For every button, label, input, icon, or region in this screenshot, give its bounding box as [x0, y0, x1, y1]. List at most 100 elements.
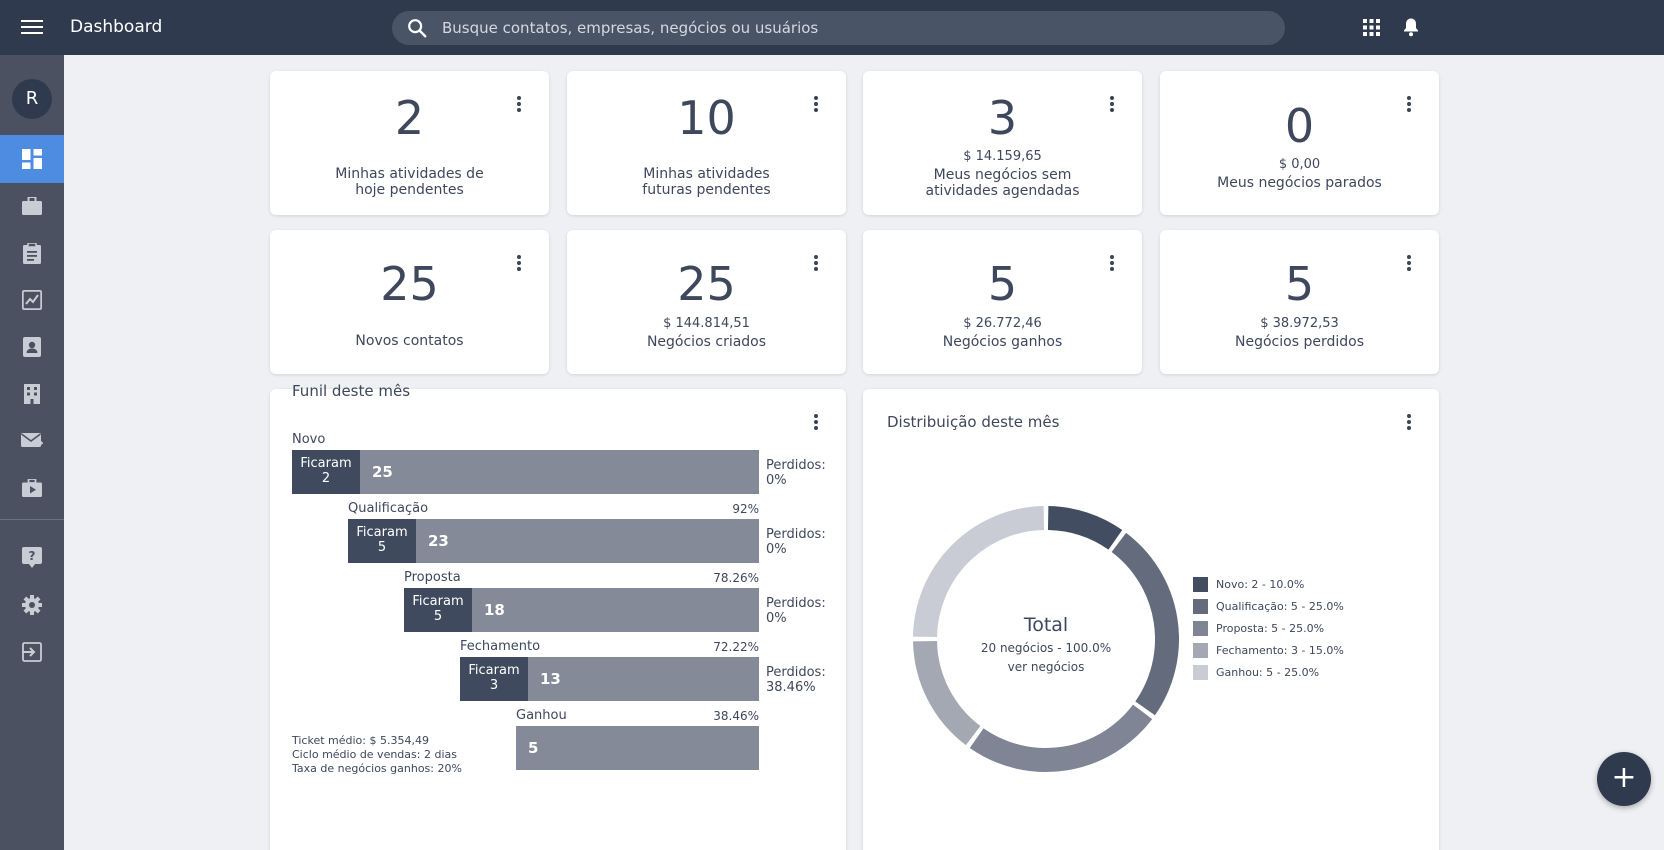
stat-value: 5	[987, 257, 1018, 311]
notification-bell-icon[interactable]	[1402, 17, 1420, 37]
funnel-stayed-block[interactable]: Ficaram 5	[404, 588, 472, 632]
card-menu-icon[interactable]	[1403, 95, 1415, 113]
contact-card-icon	[23, 337, 41, 357]
sidebar-item-companies[interactable]	[0, 370, 64, 418]
sidebar-item-deals[interactable]	[0, 182, 64, 230]
stat-value: 0	[1284, 99, 1315, 153]
card-menu-icon[interactable]	[1403, 413, 1415, 431]
donut-slice-novo[interactable]	[1047, 506, 1123, 550]
search-bar[interactable]	[392, 11, 1285, 45]
funnel-lost: Perdidos: 0%	[766, 596, 826, 626]
stat-value: 25	[677, 257, 736, 311]
funnel-stage-pct: 78.26%	[713, 571, 759, 585]
dashboard-icon	[22, 149, 42, 169]
card-menu-icon[interactable]	[1106, 95, 1118, 113]
stayed-label: Ficaram	[356, 525, 408, 540]
legend-swatch	[1193, 620, 1208, 636]
stayed-count: 3	[489, 678, 499, 693]
card-menu-icon[interactable]	[810, 413, 822, 431]
add-button[interactable]: +	[1597, 752, 1651, 806]
legend-swatch	[1193, 598, 1208, 614]
sidebar-item-logout[interactable]	[0, 628, 64, 676]
sidebar-item-email[interactable]	[0, 417, 64, 465]
funnel-stage-pct: 38.46%	[713, 709, 759, 723]
mail-icon	[21, 433, 43, 447]
card-menu-icon[interactable]	[810, 254, 822, 272]
apps-grid-icon[interactable]	[1363, 19, 1380, 36]
video-icon	[22, 479, 42, 497]
sidebar-item-dashboard[interactable]	[0, 135, 64, 183]
sidebar-item-contacts[interactable]	[0, 323, 64, 371]
stat-card-new-contacts: 25 Novos contatos	[270, 230, 549, 374]
card-menu-icon[interactable]	[513, 95, 525, 113]
funnel-stage-pct: 72.22%	[713, 640, 759, 654]
stat-label: Novos contatos	[355, 333, 464, 349]
funnel-stage-name: Proposta	[404, 570, 461, 585]
donut-slice-ganhou[interactable]	[913, 506, 1045, 638]
stat-amount: $ 0,00	[1278, 157, 1321, 172]
top-bar: Dashboard	[0, 0, 1664, 55]
card-menu-icon[interactable]	[513, 254, 525, 272]
donut-slice-fechamento[interactable]	[913, 640, 981, 746]
briefcase-icon	[22, 197, 42, 215]
donut-slice-qualificação[interactable]	[1111, 532, 1179, 716]
stat-label: Negócios ganhos	[942, 334, 1063, 350]
funnel-stage-name: Ganhou	[516, 708, 567, 723]
donut-total-title: Total	[1023, 614, 1069, 636]
sidebar-item-videos[interactable]	[0, 464, 64, 512]
settings-icon	[22, 595, 42, 615]
funnel-count-bar[interactable]: 23	[416, 519, 759, 563]
search-input[interactable]	[442, 11, 1262, 45]
funnel-count-bar[interactable]: 25	[360, 450, 759, 494]
stat-value: 10	[677, 91, 736, 145]
building-icon	[24, 384, 40, 404]
card-menu-icon[interactable]	[1106, 254, 1118, 272]
funnel-count-bar[interactable]: 18	[472, 588, 759, 632]
menu-icon[interactable]	[18, 16, 46, 40]
funnel-count-bar[interactable]: 5	[516, 726, 759, 770]
stat-value: 3	[987, 91, 1018, 145]
funnel-stayed-block[interactable]: Ficaram 3	[460, 657, 528, 701]
page-title: Dashboard	[70, 17, 163, 37]
sidebar-divider	[0, 519, 64, 520]
funnel-title: Funil deste mês	[292, 382, 411, 400]
funnel-count-bar[interactable]: 13	[528, 657, 759, 701]
stat-value: 5	[1284, 257, 1315, 311]
sidebar-item-settings[interactable]	[0, 581, 64, 629]
funnel-stayed-block[interactable]: Ficaram 5	[348, 519, 416, 563]
legend-item: Fechamento: 3 - 15.0%	[1193, 642, 1344, 658]
funnel-avg-ticket: Ticket médio: $ 5.354,49	[292, 734, 429, 747]
distribution-title: Distribuição deste mês	[887, 413, 1060, 431]
funnel-stage-pct: 92%	[732, 502, 759, 516]
card-menu-icon[interactable]	[810, 95, 822, 113]
stayed-label: Ficaram	[300, 456, 352, 471]
stat-card-deals-no-activities: 3 $ 14.159,65 Meus negócios sem atividad…	[863, 71, 1142, 215]
view-deals-link[interactable]: ver negócios	[1007, 660, 1085, 674]
stat-card-deals-created: 25 $ 144.814,51 Negócios criados	[567, 230, 846, 374]
sidebar-item-help[interactable]: ?	[0, 534, 64, 582]
legend-item: Ganhou: 5 - 25.0%	[1193, 664, 1319, 680]
card-menu-icon[interactable]	[1403, 254, 1415, 272]
funnel-stage-name: Fechamento	[460, 639, 541, 654]
sidebar: R ?	[0, 55, 64, 850]
legend-swatch	[1193, 576, 1208, 592]
distribution-panel	[863, 389, 1439, 850]
funnel-lost: Perdidos: 38.46%	[766, 665, 826, 695]
stat-label: Meus negócios parados	[1217, 175, 1382, 191]
clipboard-icon	[23, 242, 41, 264]
sidebar-item-reports[interactable]	[0, 276, 64, 324]
avatar[interactable]: R	[12, 79, 52, 119]
svg-text:?: ?	[29, 549, 36, 563]
stayed-count: 5	[433, 609, 443, 624]
legend-swatch	[1193, 642, 1208, 658]
stat-label: Negócios criados	[646, 334, 767, 350]
funnel-avg-cycle: Ciclo médio de vendas: 2 dias	[292, 748, 457, 761]
legend-item: Proposta: 5 - 25.0%	[1193, 620, 1324, 636]
stat-card-deals-lost: 5 $ 38.972,53 Negócios perdidos	[1160, 230, 1439, 374]
stat-card-future-activities: 10 Minhas atividades futuras pendentes	[567, 71, 846, 215]
donut-slice-proposta[interactable]	[969, 704, 1153, 772]
sidebar-item-activities[interactable]	[0, 229, 64, 277]
stat-amount: $ 144.814,51	[663, 316, 750, 331]
funnel-stayed-block[interactable]: Ficaram 2	[292, 450, 360, 494]
logout-icon	[22, 642, 42, 662]
